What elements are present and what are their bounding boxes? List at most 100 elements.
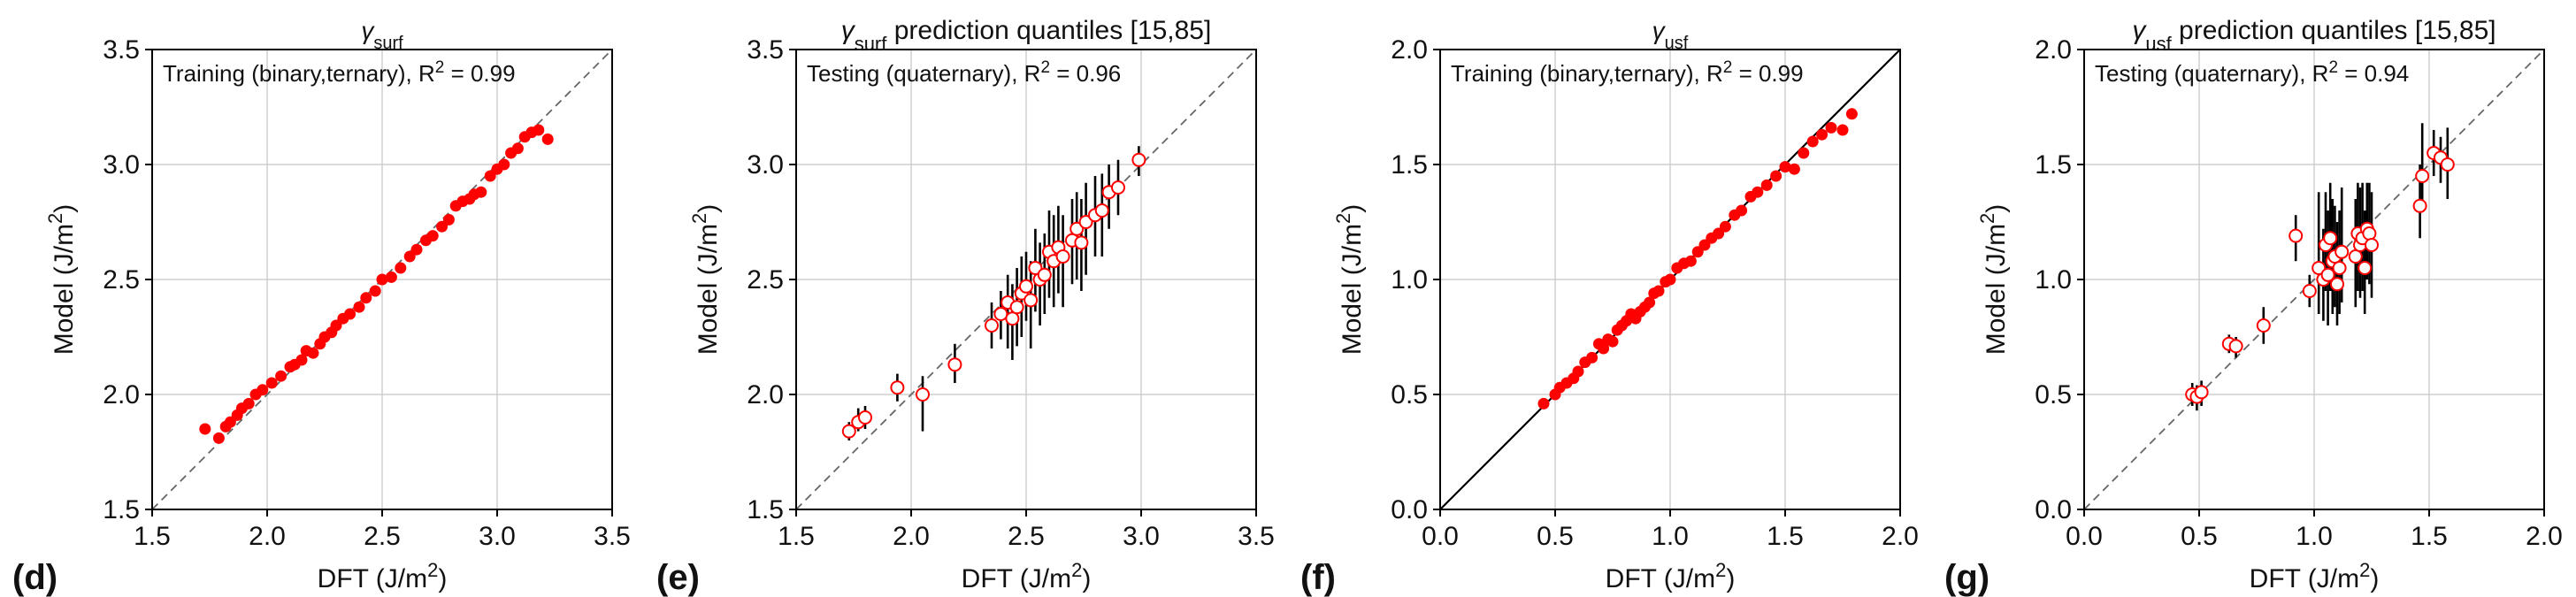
data-point — [841, 424, 856, 439]
panel-f: 0.0 0.5 1.0 1.5 2.0 0.0 0.5 1.0 1.5 2.0 γusf Traini… — [1288, 0, 1932, 597]
data-point — [993, 307, 1008, 321]
x-tick-label: 1.0 — [2296, 522, 2333, 551]
data-point — [212, 432, 225, 444]
data-point — [2228, 339, 2243, 354]
data-point — [533, 124, 545, 136]
x-tick-label: 2.5 — [1008, 522, 1045, 551]
x-tick-label: 2.5 — [364, 522, 401, 551]
x-tick-label: 1.5 — [2411, 522, 2448, 551]
data-point — [1070, 221, 1085, 236]
data-point — [385, 271, 397, 283]
data-point — [1806, 135, 1819, 148]
data-point — [1760, 179, 1773, 191]
data-point — [376, 273, 388, 286]
data-point — [199, 423, 211, 435]
data-point — [2256, 318, 2271, 333]
x-tick-label: 1.5 — [778, 522, 815, 551]
y-tick-label: 1.5 — [1391, 150, 1428, 180]
data-point — [1606, 335, 1619, 348]
data-point — [344, 308, 356, 320]
data-point — [1586, 351, 1598, 364]
y-tick-label: 2.0 — [103, 380, 140, 409]
y-tick-label: 0.5 — [2035, 380, 2072, 409]
x-tick-label: 1.5 — [134, 522, 171, 551]
data-point — [1598, 342, 1610, 355]
r2-annotation: Training (binary,ternary), R2 = 0.99 — [1451, 58, 1804, 88]
x-axis-label: DFT (J/m2) — [318, 559, 448, 594]
data-point — [2320, 267, 2335, 282]
y-tick-label: 2.5 — [747, 265, 784, 295]
data-point — [295, 354, 308, 366]
data-point — [511, 142, 524, 155]
data-point — [541, 133, 554, 145]
y-tick-label: 3.5 — [103, 35, 140, 65]
x-tick-label: 3.5 — [594, 522, 631, 551]
y-tick-label: 1.0 — [1391, 265, 1428, 295]
data-point — [2440, 157, 2455, 172]
y-tick-label: 3.5 — [747, 35, 784, 65]
data-point — [1770, 170, 1782, 182]
data-point — [426, 230, 439, 242]
panel-label: (g) — [1944, 558, 1990, 597]
r2-annotation: Testing (quaternary), R2 = 0.94 — [2095, 58, 2409, 88]
y-tick-label: 3.0 — [103, 150, 140, 180]
data-point — [442, 213, 455, 226]
data-point — [1644, 296, 1656, 309]
data-point — [275, 370, 288, 382]
chart-e: 1.5 2.0 2.5 3.0 3.5 1.5 2.0 2.5 3.0 3.5 γsurf pred… — [656, 16, 1275, 597]
y-tick-label: 0.5 — [1391, 380, 1428, 409]
panel-label: (e) — [656, 558, 700, 597]
panel-label: (f) — [1300, 558, 1336, 597]
data-point — [1572, 365, 1584, 378]
x-tick-label: 3.0 — [1123, 522, 1160, 551]
x-tick-label: 0.0 — [1422, 522, 1459, 551]
y-tick-label: 1.0 — [2035, 265, 2072, 295]
data-point — [353, 301, 365, 313]
data-point — [369, 285, 381, 297]
y-tick-label: 2.0 — [747, 380, 784, 409]
data-point — [2362, 226, 2377, 241]
data-point — [1788, 163, 1800, 175]
data-point — [1131, 152, 1146, 167]
panel-label: (d) — [12, 558, 58, 597]
data-point — [947, 357, 962, 372]
y-axis-label: Model (J/m2) — [1976, 204, 2012, 356]
data-point — [2348, 249, 2363, 264]
data-point — [1009, 300, 1024, 315]
data-point — [2288, 228, 2304, 243]
data-point — [916, 387, 930, 402]
chart-title: γsurf — [361, 17, 403, 53]
data-point — [2332, 261, 2347, 275]
data-point — [257, 384, 269, 396]
data-point — [1024, 293, 1039, 308]
y-tick-label: 2.5 — [103, 265, 140, 295]
data-point — [360, 292, 372, 304]
data-point — [2323, 231, 2338, 246]
data-point — [1537, 397, 1550, 409]
data-point — [1652, 285, 1665, 297]
data-point — [1074, 235, 1089, 250]
y-axis-label: Model (J/m2) — [688, 204, 724, 356]
data-point — [1779, 161, 1791, 173]
data-point — [2358, 261, 2373, 275]
data-point — [2194, 385, 2209, 400]
chart-f: 0.0 0.5 1.0 1.5 2.0 0.0 0.5 1.0 1.5 2.0 γusf Traini… — [1300, 17, 1919, 597]
x-tick-label: 0.0 — [2066, 522, 2103, 551]
data-point — [1055, 249, 1070, 264]
data-point — [1094, 203, 1109, 218]
data-point — [2302, 284, 2317, 298]
y-tick-label: 3.0 — [747, 150, 784, 180]
data-point — [2334, 244, 2350, 259]
data-point — [475, 186, 487, 198]
data-point — [1845, 108, 1858, 120]
x-tick-label: 3.5 — [1238, 522, 1275, 551]
x-tick-label: 0.5 — [1537, 522, 1574, 551]
r2-annotation: Testing (quaternary), R2 = 0.96 — [807, 58, 1121, 88]
data-point — [1664, 273, 1676, 286]
data-point — [1736, 204, 1748, 217]
data-point — [1111, 180, 1125, 195]
y-tick-label: 0.0 — [2035, 495, 2072, 524]
y-tick-label: 1.5 — [103, 495, 140, 524]
x-tick-label: 2.0 — [2526, 522, 2563, 551]
data-point — [410, 243, 423, 256]
